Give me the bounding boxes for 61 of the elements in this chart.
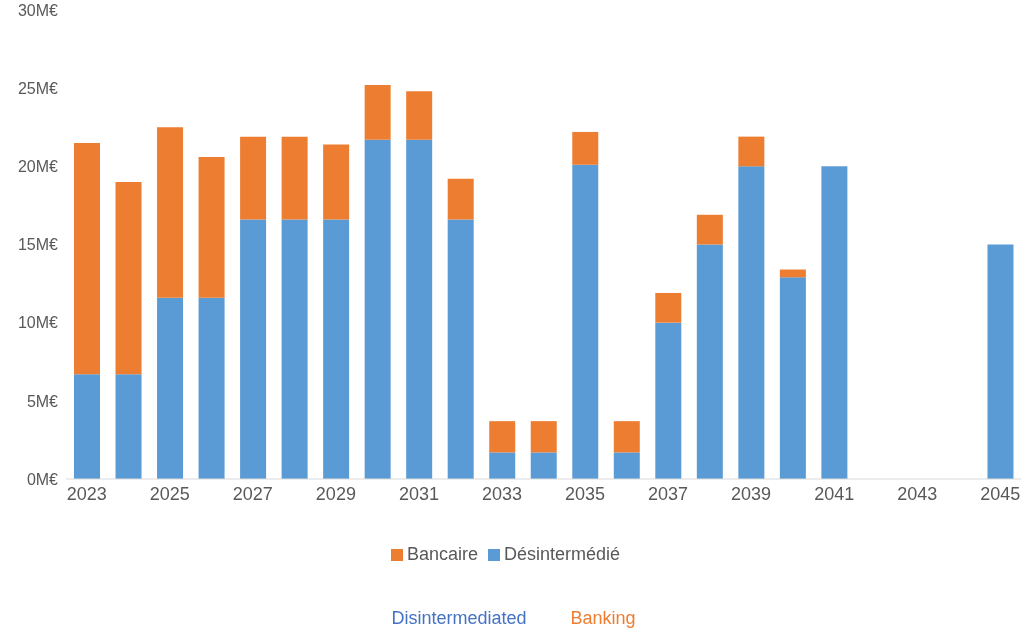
bar <box>696 214 723 245</box>
bar <box>198 297 225 479</box>
x-tick-label: 2039 <box>731 483 772 504</box>
x-tick-label: 2045 <box>980 483 1021 504</box>
bar <box>696 244 723 479</box>
bar <box>613 452 640 479</box>
bar <box>779 269 806 278</box>
bar <box>738 136 765 167</box>
bar <box>655 322 682 479</box>
x-tick-label: 2033 <box>481 483 522 504</box>
bar <box>821 166 848 479</box>
bar <box>364 139 391 479</box>
bar <box>406 91 433 140</box>
y-tick-label: 15M€ <box>17 236 59 254</box>
text: Disintermediated <box>391 608 527 628</box>
bar <box>364 85 391 140</box>
bar <box>613 421 640 453</box>
bar <box>572 164 599 479</box>
bar <box>738 166 765 479</box>
x-tick-label: 2029 <box>315 483 356 504</box>
bar <box>987 244 1014 479</box>
x-tick-label: 2035 <box>565 483 606 504</box>
bar <box>489 452 516 479</box>
bar <box>115 374 142 479</box>
bar <box>198 156 225 298</box>
legend-label: Bancaire <box>406 544 478 564</box>
bar <box>655 292 682 323</box>
x-tick-label: 2037 <box>648 483 689 504</box>
bar <box>323 144 350 220</box>
x-tick-label: 2023 <box>66 483 107 504</box>
x-tick-label: 2041 <box>814 483 855 504</box>
bar <box>779 277 806 479</box>
bar <box>447 178 474 220</box>
bar <box>281 219 308 479</box>
bar <box>572 131 599 165</box>
y-tick-label: 10M€ <box>17 314 59 332</box>
x-tick-label: 2025 <box>149 483 190 504</box>
y-tick-label: 25M€ <box>17 79 59 97</box>
bar <box>157 297 184 479</box>
legend-label: Désintermédié <box>503 544 621 564</box>
bar <box>240 219 267 479</box>
bar <box>447 219 474 479</box>
bar <box>74 374 100 479</box>
bar <box>530 452 557 479</box>
y-tick-label: 20M€ <box>17 158 59 176</box>
y-tick-label: 0M€ <box>26 470 59 488</box>
bar <box>406 139 433 479</box>
bar <box>157 127 184 298</box>
bar <box>323 219 350 479</box>
x-tick-label: 2043 <box>897 483 938 504</box>
text: Banking <box>570 608 636 628</box>
bar <box>530 421 557 453</box>
bar <box>240 136 267 220</box>
y-tick-label: 5M€ <box>26 392 59 410</box>
bar <box>489 421 516 453</box>
x-tick-label: 2031 <box>398 483 439 504</box>
bar <box>115 181 142 375</box>
bar <box>281 136 308 220</box>
bar <box>74 142 100 375</box>
x-tick-label: 2027 <box>232 483 273 504</box>
y-tick-label: 30M€ <box>17 1 59 19</box>
